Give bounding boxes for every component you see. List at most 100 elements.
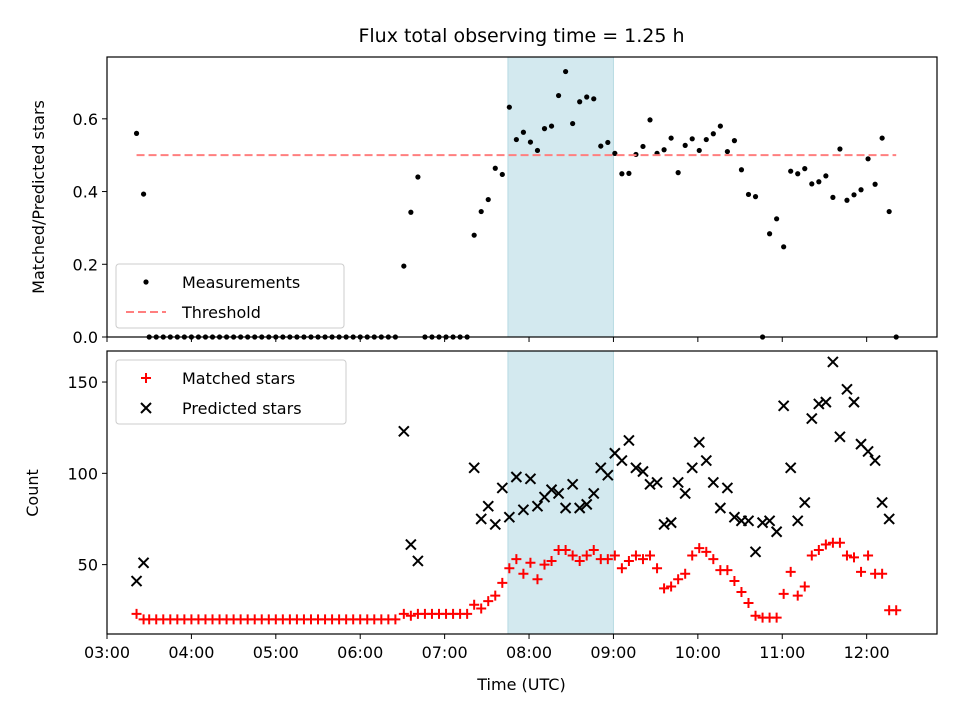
data-point xyxy=(478,208,484,215)
data-point xyxy=(513,136,519,143)
data-point xyxy=(659,583,670,594)
data-point xyxy=(598,143,604,149)
data-point xyxy=(689,136,695,142)
data-point xyxy=(700,454,712,467)
panel-0: 0.0 0.2 0.4 0.6 Measurements Threshold xyxy=(73,56,938,347)
y-tick-label: 0.6 xyxy=(73,110,98,129)
x-tick-label: 09:00 xyxy=(590,643,636,662)
data-point xyxy=(605,139,611,146)
data-point xyxy=(809,181,815,187)
data-point xyxy=(471,232,477,238)
x-tick-label: 03:00 xyxy=(84,643,130,662)
data-point xyxy=(651,476,663,489)
data-point xyxy=(496,482,509,494)
data-point xyxy=(140,191,147,197)
data-point xyxy=(468,462,480,474)
data-point xyxy=(792,590,803,601)
data-point xyxy=(602,469,614,481)
chart-title: Flux total observing time = 1.25 h xyxy=(358,25,684,47)
data-point xyxy=(570,120,576,127)
data-point xyxy=(729,576,740,587)
data-point xyxy=(665,516,677,529)
data-point xyxy=(637,554,648,565)
y-tick-label: 0.2 xyxy=(73,255,98,274)
data-point xyxy=(661,147,667,153)
data-point xyxy=(763,515,776,527)
data-point xyxy=(511,554,522,565)
data-point xyxy=(841,383,853,396)
legend-label: Measurements xyxy=(182,273,300,292)
series-matched-stars xyxy=(131,537,902,625)
x-tick-label: 07:00 xyxy=(422,643,468,662)
data-point xyxy=(602,554,613,565)
data-point xyxy=(623,555,634,566)
data-point xyxy=(816,179,822,185)
data-point xyxy=(788,168,794,174)
data-point xyxy=(802,166,808,172)
data-point xyxy=(588,545,599,556)
data-point xyxy=(559,502,572,514)
data-point xyxy=(849,552,859,563)
data-point xyxy=(560,545,571,556)
data-point xyxy=(398,608,409,619)
data-point xyxy=(731,138,738,144)
data-point xyxy=(668,135,674,141)
data-point xyxy=(863,550,874,561)
data-point xyxy=(630,550,641,561)
data-point xyxy=(820,539,831,550)
data-point xyxy=(799,496,811,509)
data-point xyxy=(499,171,505,178)
data-point xyxy=(675,170,681,176)
x-tick-label: 11:00 xyxy=(759,643,805,662)
data-point xyxy=(517,504,530,516)
data-point xyxy=(806,550,817,561)
chart-panels: 0.0 0.2 0.4 0.6 Measurements Threshold 50 100 15… xyxy=(67,56,938,662)
data-point xyxy=(133,130,140,136)
data-point xyxy=(750,610,761,621)
data-point xyxy=(525,557,536,568)
data-point xyxy=(591,96,597,102)
data-point xyxy=(532,574,543,585)
data-point xyxy=(834,537,845,548)
data-point xyxy=(503,511,516,523)
legend: Matched stars Predicted stars xyxy=(115,359,347,425)
data-point xyxy=(686,462,698,474)
data-point xyxy=(405,538,417,551)
data-point xyxy=(717,123,723,129)
panel-1: 50 100 150 03:00 04:00 05:00 06:00 07:00 08:00 09… xyxy=(67,350,938,662)
data-point xyxy=(398,425,410,438)
data-point xyxy=(637,465,649,478)
legend: Measurements Threshold xyxy=(115,263,345,329)
data-point xyxy=(581,550,592,561)
data-point xyxy=(483,596,494,607)
data-point xyxy=(644,478,656,490)
data-point xyxy=(619,171,625,177)
data-point xyxy=(645,550,656,561)
x-tick-label: 04:00 xyxy=(168,643,214,662)
data-point xyxy=(497,577,508,588)
data-point xyxy=(851,192,857,198)
data-point xyxy=(708,554,719,565)
data-point xyxy=(722,565,733,576)
data-point xyxy=(666,581,677,592)
data-point xyxy=(531,500,544,512)
data-point xyxy=(623,434,635,447)
legend-label: Matched stars xyxy=(182,369,295,388)
data-point xyxy=(785,566,796,577)
x-tick-label: 05:00 xyxy=(253,643,299,662)
series-predicted-stars xyxy=(130,356,895,587)
data-point xyxy=(830,194,836,200)
data-point xyxy=(415,174,421,180)
data-point xyxy=(883,513,895,525)
data-point xyxy=(841,550,852,561)
data-point xyxy=(834,431,846,443)
data-point xyxy=(813,398,825,410)
data-point xyxy=(799,581,810,592)
data-point xyxy=(728,511,741,523)
data-point xyxy=(647,117,653,123)
data-point xyxy=(504,563,515,574)
data-point xyxy=(462,608,473,619)
data-point xyxy=(577,99,583,105)
data-point xyxy=(673,574,684,585)
data-point xyxy=(703,136,709,143)
